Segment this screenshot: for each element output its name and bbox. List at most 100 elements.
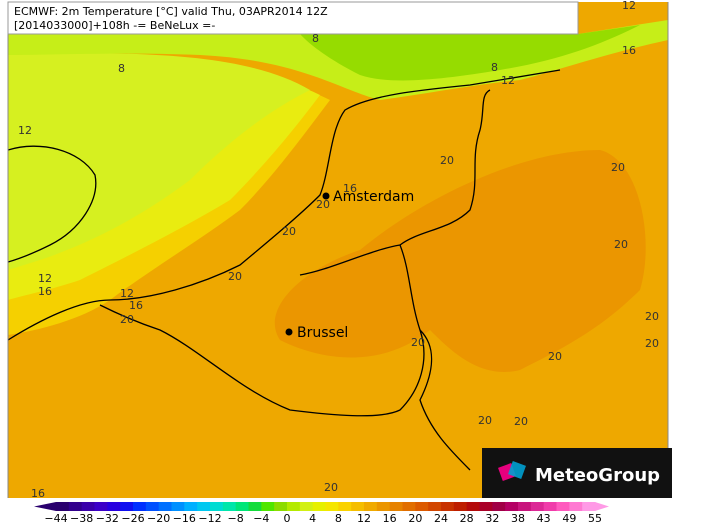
- contour-label: 16: [343, 182, 357, 195]
- scale-arrow-left: [34, 502, 56, 511]
- contour-label: 16: [129, 299, 143, 312]
- scale-swatch: [582, 502, 596, 511]
- scale-swatch: [248, 502, 262, 511]
- scale-label: −44: [44, 512, 67, 525]
- scale-swatch: [376, 502, 391, 511]
- city-label: Brussel: [297, 325, 348, 341]
- scale-swatch: [145, 502, 160, 511]
- scale-swatch: [158, 502, 172, 511]
- color-scale: −44 −38 −32 −26 −20 −16 −12 −8 −4 0 4 8 12 16 20 24 28 32…: [34, 502, 609, 525]
- contour-label: 20: [611, 161, 625, 174]
- contour-label: 8: [491, 61, 498, 74]
- contour-label: 20: [282, 225, 296, 238]
- city-dot: [322, 192, 330, 200]
- contour-label: 8: [312, 32, 319, 45]
- scale-swatch: [505, 502, 519, 511]
- scale-label: 20: [408, 512, 422, 525]
- scale-swatch: [81, 502, 95, 511]
- scale-swatch: [518, 502, 532, 511]
- scale-label: −16: [173, 512, 196, 525]
- scale-swatch: [299, 502, 314, 511]
- scale-swatch: [479, 502, 493, 511]
- scale-label: −32: [96, 512, 119, 525]
- header-box: [7, 1, 579, 35]
- frame: [7, 2, 669, 498]
- green-zone: [300, 25, 640, 81]
- scale-label: 8: [335, 512, 342, 525]
- contour-label: 16: [31, 487, 45, 500]
- scale-label: 28: [460, 512, 474, 525]
- header-line: ECMWF: 2m Temperature [°C] valid Thu, 03…: [14, 5, 328, 18]
- contour-label: 20: [120, 313, 134, 326]
- scale-swatch: [312, 502, 326, 511]
- scale-label: 24: [434, 512, 448, 525]
- header-line: [2014033000]+108h -= BeNeLux =-: [14, 19, 215, 32]
- scale-swatch: [338, 502, 352, 511]
- scale-label: 12: [357, 512, 371, 525]
- contour-label: 16: [622, 44, 636, 57]
- scale-label: 0: [284, 512, 291, 525]
- contour-label: 20: [514, 415, 528, 428]
- belgium-border: [99, 244, 425, 417]
- scale-label: 32: [485, 512, 499, 525]
- orange-zone: [274, 150, 646, 372]
- scale-swatch: [325, 502, 339, 511]
- scale-swatch: [402, 502, 416, 511]
- scale-label: −12: [198, 512, 221, 525]
- contour-label: 20: [645, 337, 659, 350]
- contour-label: 12: [622, 0, 636, 12]
- continent-coast: [7, 69, 561, 341]
- scale-label: −20: [147, 512, 170, 525]
- logo-icon: [498, 461, 526, 481]
- scale-label: 49: [562, 512, 576, 525]
- scale-swatch: [415, 502, 429, 511]
- scale-swatch: [466, 502, 480, 511]
- scale-swatch: [530, 502, 545, 511]
- city-dot: [285, 328, 293, 336]
- brand: MeteoGroup: [535, 465, 660, 486]
- contour-label: 20: [440, 154, 454, 167]
- contour-label: 20: [478, 414, 492, 427]
- scale-swatch: [107, 502, 121, 511]
- scale-swatch: [171, 502, 185, 511]
- scale-swatch: [492, 502, 506, 511]
- scale-swatch: [261, 502, 275, 511]
- scale-arrow-right: [595, 502, 609, 511]
- scale-swatch: [543, 502, 557, 511]
- coastlines-and-borders: [7, 69, 561, 471]
- scale-label: 43: [537, 512, 551, 525]
- contour-label: 16: [38, 285, 52, 298]
- scale-label: 38: [511, 512, 525, 525]
- scale-swatch: [184, 502, 198, 511]
- scale-swatch: [133, 502, 147, 511]
- scale-label: 16: [383, 512, 397, 525]
- contour-label: 20: [548, 350, 562, 363]
- contour-label: 12: [18, 124, 32, 137]
- scale-swatch: [441, 502, 455, 511]
- lux-border: [419, 329, 471, 471]
- scale-swatch: [569, 502, 583, 511]
- dutch-german-border: [399, 89, 491, 246]
- scale-swatch: [274, 502, 288, 511]
- scale-swatch: [428, 502, 442, 511]
- scale-swatch: [94, 502, 108, 511]
- contour-label: 20: [645, 310, 659, 323]
- contour-label: 12: [38, 272, 52, 285]
- scale-swatch: [68, 502, 83, 511]
- scale-swatch: [120, 502, 134, 511]
- scale-swatch: [197, 502, 211, 511]
- contour-label: 12: [501, 74, 515, 87]
- scale-swatch: [453, 502, 468, 511]
- scale-label: 4: [309, 512, 316, 525]
- scale-label: −38: [70, 512, 93, 525]
- scale-label: −26: [121, 512, 144, 525]
- scale-swatch: [556, 502, 570, 511]
- contour-label: 12: [120, 287, 134, 300]
- scale-swatch: [222, 502, 237, 511]
- city-label: Amsterdam: [333, 189, 414, 205]
- scale-swatch: [56, 502, 70, 511]
- scale-swatch: [235, 502, 249, 511]
- scale-swatch: [364, 502, 378, 511]
